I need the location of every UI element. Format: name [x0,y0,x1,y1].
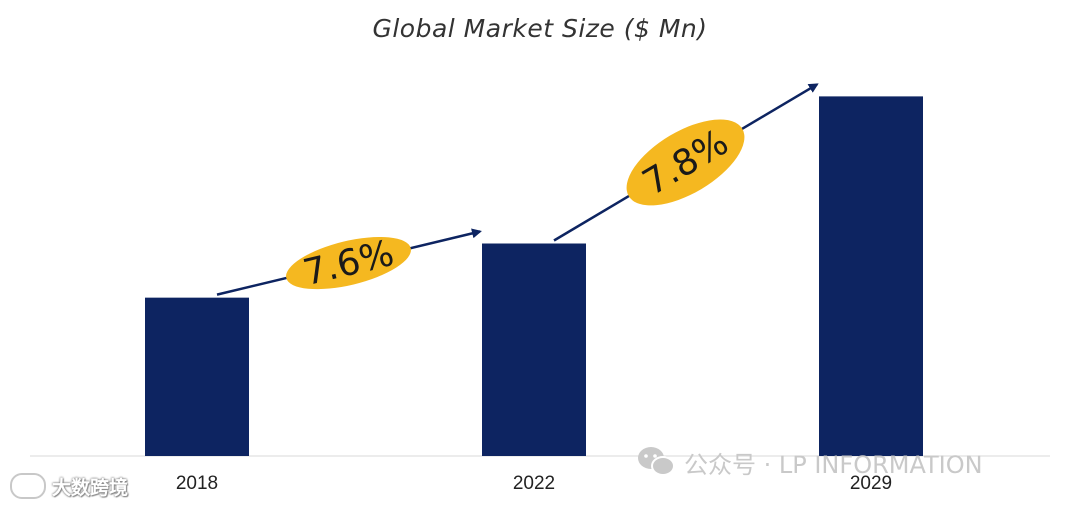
x-tick-label: 2018 [176,473,218,494]
wechat-icon [638,447,675,476]
x-tick-label: 2022 [513,473,555,494]
bar-2018 [145,297,249,456]
watermark-right-text: 公众号 · LP INFORMATION [684,450,983,479]
bar-2022 [482,243,586,456]
watermark-right: 公众号 · LP INFORMATION [636,442,983,482]
cagr-badge [286,236,411,290]
bar-2029 [819,96,923,456]
watermark-left: 大数跨境 [10,470,128,502]
watermark-logo-icon [10,473,46,499]
cagr-annotation-2022-2029: 7.8% [553,83,819,242]
watermark-left-text: 大数跨境 [52,476,129,499]
cagr-annotation-2018-2022: 7.6% [216,228,482,296]
x-tick-label: 2029 [850,473,892,494]
chart-title: Global Market Size ($ Mn) [372,14,708,43]
cagr-badge [626,119,745,206]
